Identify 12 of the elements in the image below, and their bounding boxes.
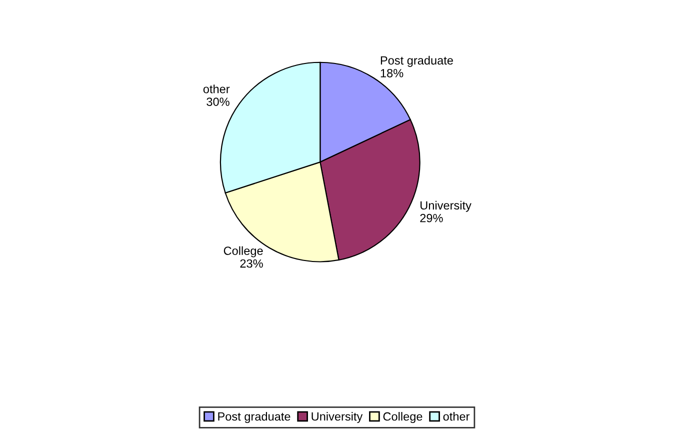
legend-label: other	[443, 412, 470, 421]
legend-label: College	[383, 412, 422, 423]
slice-label: Post graduate	[380, 56, 453, 67]
legend-label: Post graduate	[218, 412, 290, 423]
data-label: 23%	[240, 259, 263, 268]
slice-label: University	[420, 200, 472, 212]
data-label: 18%	[380, 68, 404, 78]
data-label: 29%	[420, 214, 443, 222]
legend-label: University	[312, 412, 363, 423]
data-label: 30%	[206, 98, 230, 106]
slice-label: other	[203, 84, 230, 94]
slice-label: College	[224, 246, 263, 258]
